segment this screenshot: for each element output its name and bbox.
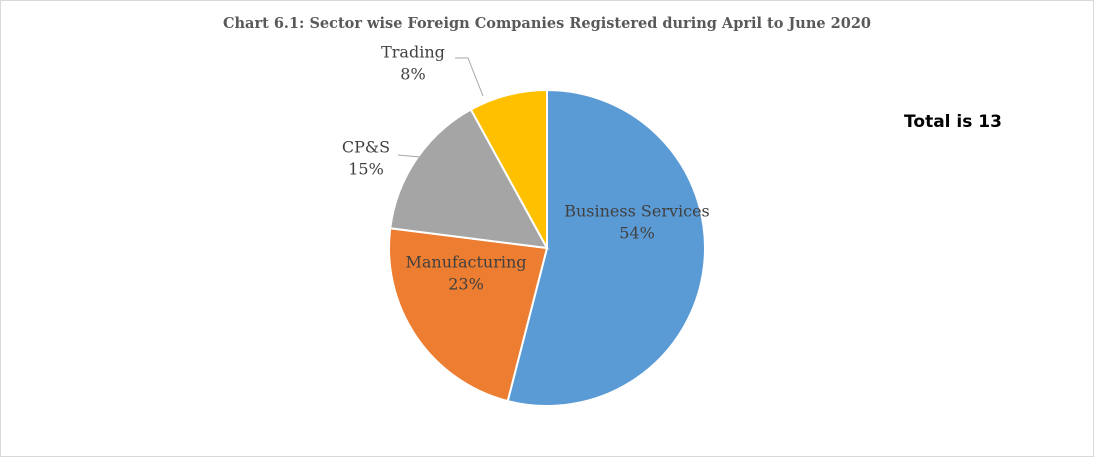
pie-slice [506, 88, 706, 407]
slice-label: CP&S [342, 138, 390, 157]
slice-value-label: 15% [348, 160, 384, 179]
annotation: Total is 13 [904, 112, 1002, 132]
slice-value-label: 8% [400, 65, 425, 84]
leader-line [455, 57, 484, 97]
slice-label: Business Services [564, 202, 710, 221]
chart-title: Chart 6.1: Sector wise Foreign Companies… [223, 15, 871, 32]
pie-slice [388, 227, 549, 403]
pie-slice [469, 88, 548, 249]
slice-value-label: 23% [448, 275, 484, 294]
slice-label: Trading [381, 43, 445, 62]
leader-line [397, 154, 425, 164]
slice-value-label: 54% [619, 224, 655, 243]
slice-label: Manufacturing [406, 253, 527, 272]
pie-slice [389, 108, 549, 250]
